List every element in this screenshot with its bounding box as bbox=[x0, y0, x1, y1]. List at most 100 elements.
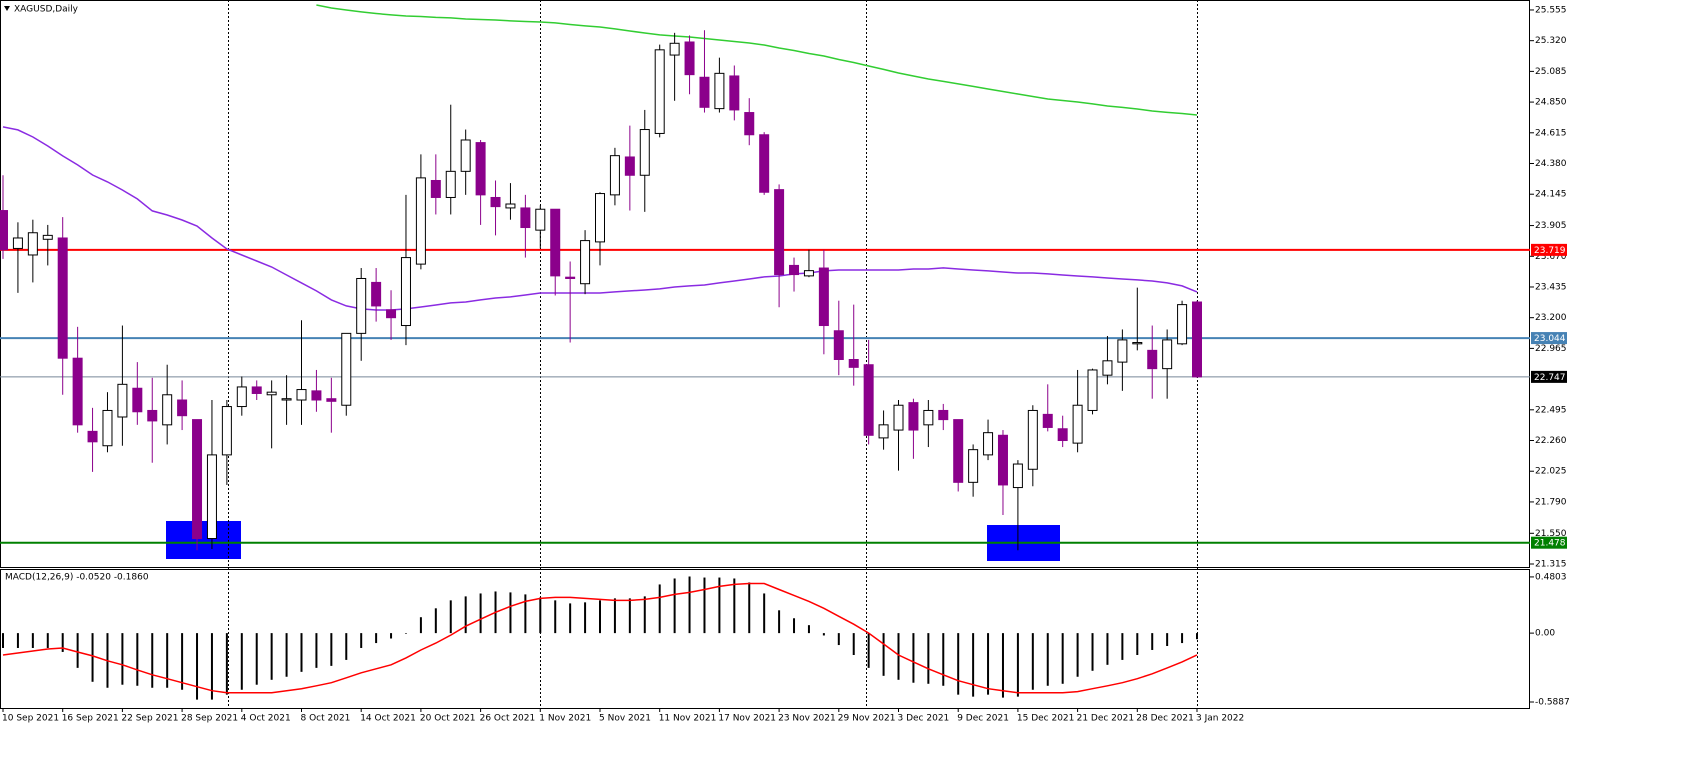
candle-body bbox=[132, 387, 143, 413]
candle-body bbox=[192, 419, 203, 540]
candle-body bbox=[595, 193, 605, 243]
candle-body bbox=[744, 112, 755, 136]
candle-body bbox=[1117, 339, 1128, 363]
candle-body bbox=[1177, 304, 1188, 345]
x-tick-label: 23 Nov 2021 bbox=[778, 714, 836, 724]
candle-body bbox=[953, 419, 964, 483]
candle-body bbox=[221, 406, 232, 456]
candle-body bbox=[311, 390, 322, 401]
candle-body bbox=[609, 155, 620, 196]
x-tick-label: 8 Oct 2021 bbox=[301, 714, 351, 724]
y-tick-label: 0.4803 bbox=[1535, 572, 1567, 582]
price-label-box bbox=[1531, 332, 1567, 345]
candle-body bbox=[1042, 413, 1053, 428]
y-tick-label: 22.260 bbox=[1535, 436, 1567, 446]
candle-body bbox=[490, 196, 501, 208]
indicator-line bbox=[2, 582, 1198, 694]
y-tick-label: 23.670 bbox=[1535, 252, 1567, 262]
y-tick-label: 25.320 bbox=[1535, 36, 1567, 46]
candle-body bbox=[759, 134, 770, 193]
macd-title: MACD(12,26,9) -0.0520 -0.1860 bbox=[5, 573, 149, 583]
x-tick-label: 28 Sep 2021 bbox=[181, 714, 238, 724]
candle-body bbox=[72, 357, 83, 426]
candle-body bbox=[1132, 342, 1143, 345]
candle-body bbox=[699, 76, 710, 108]
price-label-box bbox=[1531, 370, 1567, 383]
candle-body bbox=[565, 276, 576, 279]
candle-body bbox=[505, 203, 516, 209]
y-tick-label: 24.615 bbox=[1535, 128, 1567, 138]
candle-body bbox=[774, 189, 785, 276]
candle-body bbox=[863, 364, 874, 436]
candle-body bbox=[386, 309, 397, 319]
x-tick-label: 9 Dec 2021 bbox=[957, 714, 1009, 724]
menu-icon bbox=[4, 6, 10, 11]
y-tick-label: 0.00 bbox=[1535, 629, 1555, 639]
x-tick-label: 16 Sep 2021 bbox=[62, 714, 119, 724]
chart-title: XAGUSD,Daily bbox=[14, 5, 79, 15]
candle-body bbox=[624, 156, 635, 176]
candle-body bbox=[833, 330, 844, 361]
x-tick-label: 14 Oct 2021 bbox=[360, 714, 416, 724]
plot-area bbox=[0, 4, 1530, 551]
x-tick-label: 26 Oct 2021 bbox=[480, 714, 536, 724]
candle-body bbox=[938, 409, 949, 421]
macd-panel bbox=[0, 569, 1530, 709]
y-tick-label: 25.085 bbox=[1535, 67, 1567, 77]
y-tick-label: 21.315 bbox=[1535, 559, 1567, 569]
candle-body bbox=[147, 409, 158, 422]
candle-body bbox=[1072, 404, 1083, 444]
candle-body bbox=[729, 75, 740, 111]
x-tick-label: 28 Dec 2021 bbox=[1136, 714, 1194, 724]
y-tick-label: 24.145 bbox=[1535, 190, 1567, 200]
y-tick-label: -0.5887 bbox=[1535, 697, 1570, 707]
candle-body bbox=[968, 449, 979, 483]
x-tick-label: 1 Nov 2021 bbox=[539, 714, 591, 724]
x-tick-label: 22 Sep 2021 bbox=[121, 714, 178, 724]
zone bbox=[166, 521, 241, 559]
candle-body bbox=[580, 240, 591, 285]
candle-body bbox=[983, 432, 994, 456]
candle-body bbox=[1057, 428, 1068, 442]
candle-body bbox=[87, 430, 98, 443]
candle-body bbox=[415, 177, 426, 265]
plot-area bbox=[2, 576, 1198, 700]
candle-body bbox=[445, 170, 456, 198]
candle-body bbox=[400, 257, 411, 327]
price-label: 23.719 bbox=[1534, 246, 1566, 256]
candle-body bbox=[356, 277, 367, 334]
y-tick-label: 24.380 bbox=[1535, 159, 1567, 169]
x-tick-label: 20 Oct 2021 bbox=[420, 714, 476, 724]
candle-body bbox=[550, 208, 561, 277]
y-tick-label: 24.850 bbox=[1535, 98, 1567, 108]
candle-body bbox=[341, 332, 352, 406]
price-label-box bbox=[1531, 243, 1567, 256]
price-label: 23.044 bbox=[1534, 334, 1566, 344]
candle-body bbox=[266, 391, 277, 396]
candle-body bbox=[281, 398, 292, 401]
y-tick-label: 23.435 bbox=[1535, 282, 1567, 292]
indicator-line bbox=[316, 4, 1198, 116]
candle-body bbox=[654, 49, 665, 134]
candle-body bbox=[430, 179, 441, 198]
y-tick-label: 21.550 bbox=[1535, 529, 1567, 539]
candle-body bbox=[162, 394, 173, 426]
candle-body bbox=[12, 237, 23, 249]
candle-body bbox=[251, 386, 262, 394]
x-tick-label: 4 Oct 2021 bbox=[241, 714, 291, 724]
x-tick-label: 5 Nov 2021 bbox=[599, 714, 651, 724]
candle-body bbox=[639, 129, 650, 176]
candle-body bbox=[803, 270, 814, 277]
x-tick-label: 10 Sep 2021 bbox=[2, 714, 59, 724]
candle-body bbox=[1012, 463, 1023, 489]
y-tick-label: 23.200 bbox=[1535, 313, 1567, 323]
candle-body bbox=[714, 72, 725, 110]
candle-body bbox=[296, 389, 307, 401]
candle-body bbox=[0, 210, 8, 251]
candle-body bbox=[923, 409, 934, 426]
candle-body bbox=[57, 237, 68, 359]
x-tick-label: 29 Nov 2021 bbox=[838, 714, 896, 724]
price-label: 21.478 bbox=[1534, 539, 1566, 549]
candle-body bbox=[102, 409, 113, 447]
candle-body bbox=[1162, 339, 1173, 370]
